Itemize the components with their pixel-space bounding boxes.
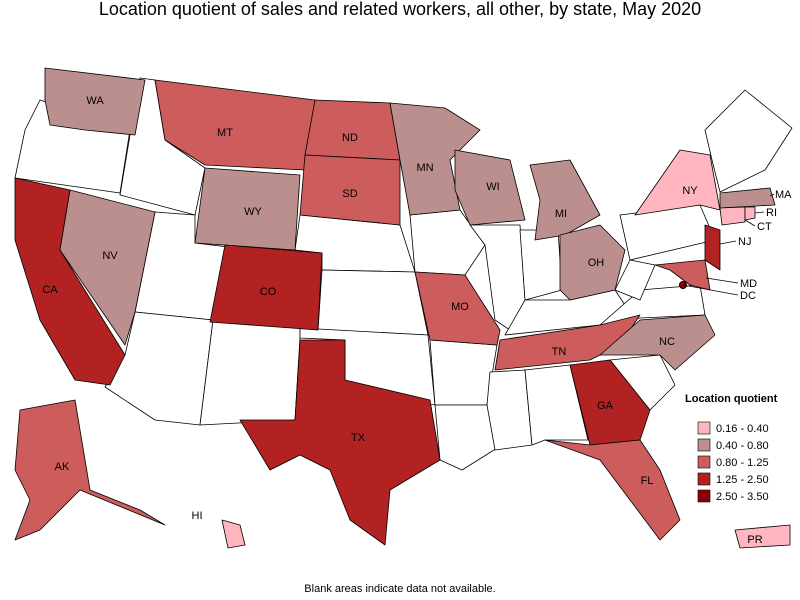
state-label: AK	[55, 461, 70, 473]
state-label: MA	[775, 189, 792, 201]
states	[14, 67, 791, 549]
state-region	[654, 259, 711, 291]
state-label: MN	[416, 162, 433, 174]
state-region	[59, 189, 156, 346]
state-region	[559, 224, 626, 301]
state-region	[239, 339, 441, 546]
state-region	[414, 271, 501, 346]
state-label: MO	[451, 301, 469, 313]
state-region	[734, 524, 791, 549]
legend-swatch	[697, 489, 711, 503]
state-label: CA	[42, 284, 58, 296]
state-region	[154, 79, 316, 171]
legend: Location quotient 0.16 - 0.40 0.40 - 0.80…	[685, 393, 778, 503]
state-region	[569, 359, 651, 446]
state-region	[209, 244, 323, 331]
state-region	[544, 439, 681, 541]
state-label: RI	[766, 207, 777, 219]
state-region	[719, 187, 776, 209]
state-label: SD	[342, 188, 357, 200]
state-label: OH	[588, 257, 605, 269]
state-label: GA	[597, 400, 614, 412]
state-label: MT	[217, 127, 233, 139]
state-region	[304, 99, 401, 161]
state-label: MI	[555, 208, 567, 220]
state-label: WI	[486, 181, 499, 193]
legend-swatch	[697, 421, 711, 435]
state-label: WY	[244, 206, 262, 218]
state-region	[14, 399, 166, 541]
footnote: Blank areas indicate data not available.	[304, 583, 495, 595]
blank-states	[14, 77, 793, 471]
state-label: FL	[641, 475, 654, 487]
legend-label: 0.40 - 0.80	[716, 440, 769, 452]
state-label: WA	[86, 95, 104, 107]
state-region	[299, 154, 401, 226]
state-region	[744, 206, 756, 221]
state-labels: WA CA NV MT WY CO ND SD TX MN MO WI MI O…	[42, 95, 792, 546]
legend-label: 2.50 - 3.50	[716, 491, 769, 503]
state-label: CO	[260, 286, 277, 298]
legend-label: 1.25 - 2.50	[716, 474, 769, 486]
state-region	[454, 149, 526, 226]
legend-swatch	[697, 455, 711, 469]
state-region	[599, 314, 716, 371]
legend-swatch	[697, 472, 711, 486]
state-label: ND	[342, 132, 358, 144]
state-label: CT	[757, 221, 772, 233]
state-region	[221, 519, 246, 549]
legend-label: 0.16 - 0.40	[716, 423, 769, 435]
state-label: NY	[682, 185, 698, 197]
state-label: NC	[659, 336, 675, 348]
state-region	[704, 224, 721, 271]
state-label: TN	[552, 346, 567, 358]
state-region	[634, 149, 721, 216]
state-label: MD	[740, 278, 757, 290]
state-label: DC	[740, 290, 756, 302]
state-region	[44, 67, 146, 136]
state-label: TX	[351, 432, 366, 444]
legend-swatch	[697, 438, 711, 452]
legend-title: Location quotient	[685, 393, 778, 405]
state-region	[194, 167, 301, 251]
state-label: PR	[747, 534, 762, 546]
state-label: NV	[102, 250, 118, 262]
state-label: HI	[192, 510, 203, 522]
title: Location quotient of sales and related w…	[99, 0, 701, 19]
state-label: NJ	[738, 236, 751, 248]
legend-label: 0.80 - 1.25	[716, 457, 769, 469]
state-region	[719, 206, 746, 226]
